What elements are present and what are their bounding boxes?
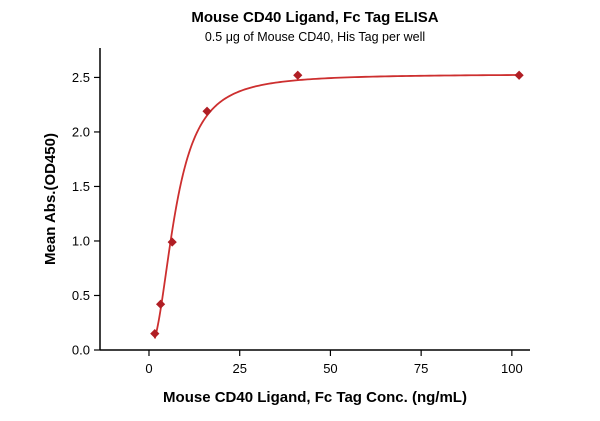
y-tick-label: 1.5 (72, 179, 90, 194)
data-point (293, 70, 303, 80)
data-point (167, 237, 177, 247)
x-tick-label: 50 (323, 361, 337, 376)
x-axis-label: Mouse CD40 Ligand, Fc Tag Conc. (ng/mL) (163, 389, 467, 406)
chart-subtitle: 0.5 μg of Mouse CD40, His Tag per well (205, 30, 425, 44)
x-tick-label: 75 (414, 361, 428, 376)
data-point (514, 70, 524, 80)
data-point (150, 329, 160, 339)
chart-title: Mouse CD40 Ligand, Fc Tag ELISA (191, 9, 438, 26)
x-tick-label: 100 (501, 361, 523, 376)
y-tick-label: 1.0 (72, 233, 90, 248)
y-axis-label: Mean Abs.(OD450) (42, 133, 59, 265)
x-tick-label: 0 (145, 361, 152, 376)
data-point (202, 106, 212, 116)
x-tick-label: 25 (232, 361, 246, 376)
data-point (155, 299, 166, 309)
fit-curve (153, 74, 520, 339)
y-tick-label: 0.0 (72, 343, 90, 358)
y-tick-label: 0.5 (72, 288, 90, 303)
y-tick-label: 2.0 (72, 124, 90, 139)
y-tick-label: 2.5 (72, 70, 90, 85)
